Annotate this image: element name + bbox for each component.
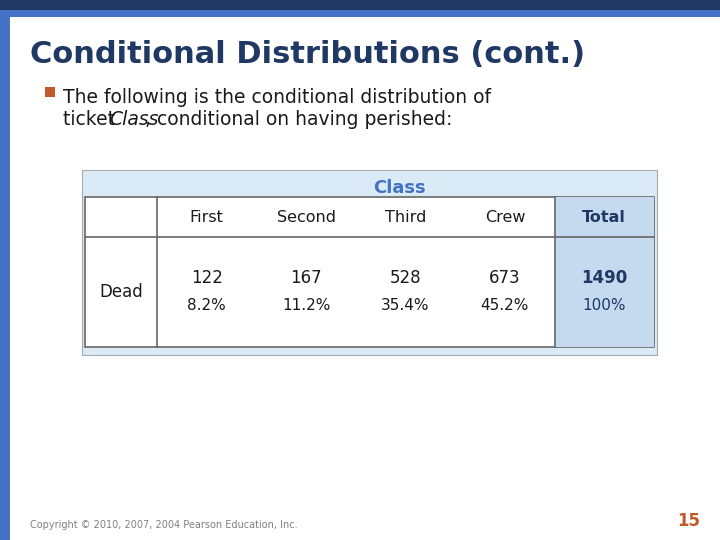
- Text: , conditional on having perished:: , conditional on having perished:: [145, 110, 452, 129]
- Text: 1490: 1490: [581, 269, 627, 287]
- FancyBboxPatch shape: [45, 87, 55, 97]
- Text: The following is the conditional distribution of: The following is the conditional distrib…: [63, 88, 491, 107]
- Text: 673: 673: [489, 269, 521, 287]
- Text: Total: Total: [582, 210, 626, 225]
- Text: First: First: [190, 210, 224, 225]
- Text: 122: 122: [191, 269, 222, 287]
- Text: 45.2%: 45.2%: [481, 299, 529, 314]
- Text: Class: Class: [109, 110, 158, 129]
- Text: 15: 15: [677, 512, 700, 530]
- Text: Second: Second: [276, 210, 336, 225]
- Text: Dead: Dead: [99, 283, 143, 301]
- Text: Class: Class: [373, 179, 426, 197]
- Text: Crew: Crew: [485, 210, 525, 225]
- Text: 100%: 100%: [582, 299, 626, 314]
- Text: 35.4%: 35.4%: [382, 299, 430, 314]
- FancyBboxPatch shape: [0, 17, 10, 540]
- Text: 8.2%: 8.2%: [187, 299, 226, 314]
- FancyBboxPatch shape: [0, 10, 720, 17]
- Text: 528: 528: [390, 269, 421, 287]
- FancyBboxPatch shape: [554, 197, 654, 347]
- Text: Copyright © 2010, 2007, 2004 Pearson Education, Inc.: Copyright © 2010, 2007, 2004 Pearson Edu…: [30, 520, 297, 530]
- Text: ticket: ticket: [63, 110, 121, 129]
- Text: 167: 167: [290, 269, 322, 287]
- FancyBboxPatch shape: [85, 197, 654, 347]
- Text: Conditional Distributions (cont.): Conditional Distributions (cont.): [30, 40, 585, 69]
- Text: Third: Third: [384, 210, 426, 225]
- FancyBboxPatch shape: [82, 170, 657, 355]
- FancyBboxPatch shape: [0, 0, 720, 10]
- Text: 11.2%: 11.2%: [282, 299, 330, 314]
